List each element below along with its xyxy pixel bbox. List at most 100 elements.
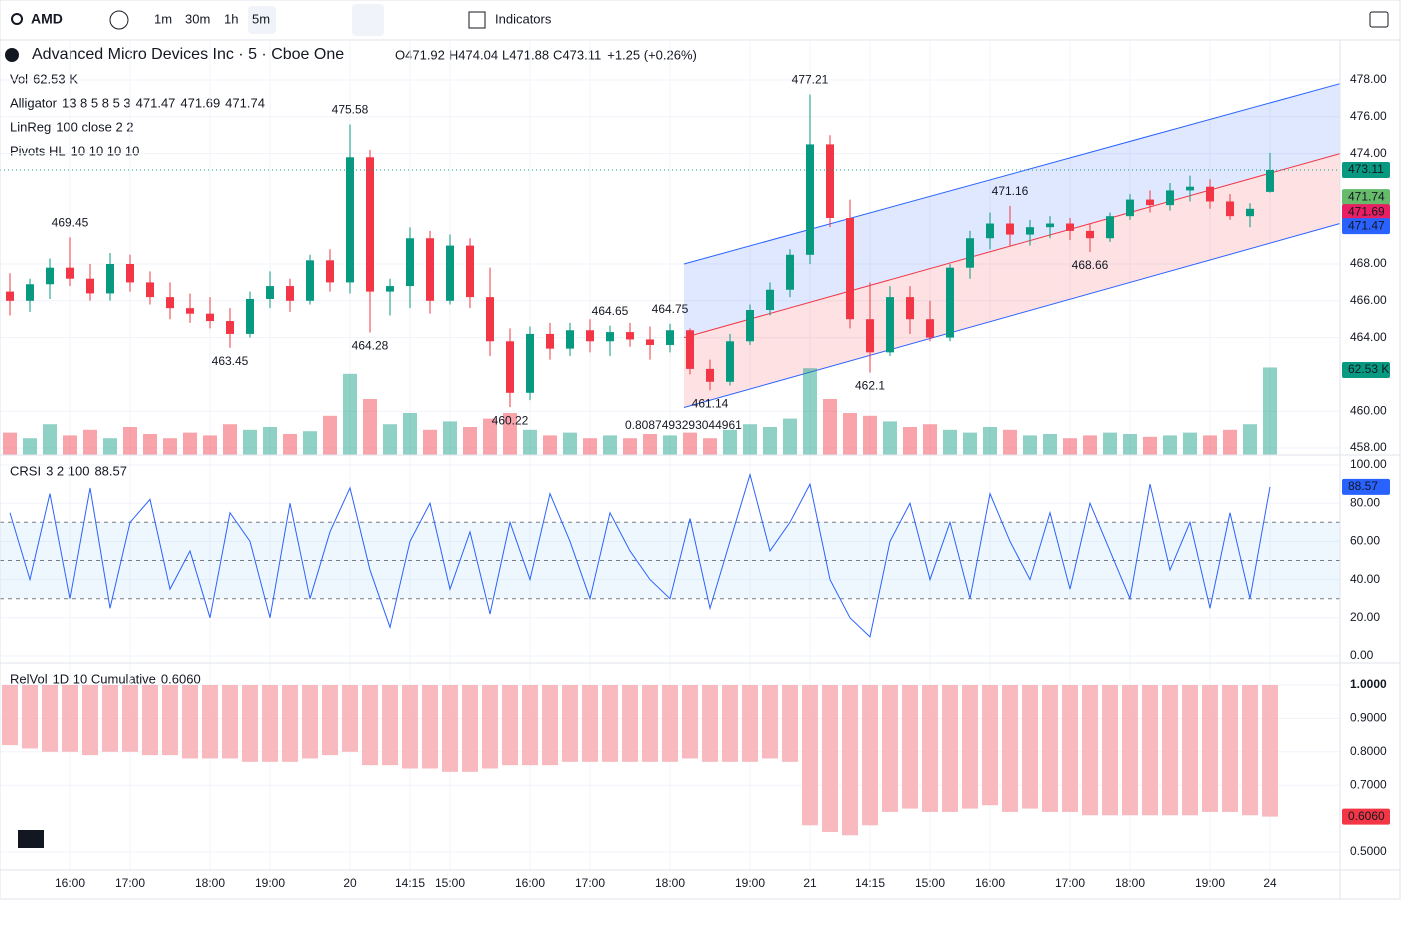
relvol-bar — [482, 685, 498, 769]
x-tick-label: 18:00 — [655, 876, 685, 890]
candle-body — [446, 245, 454, 301]
relvol-bar — [1022, 685, 1038, 809]
volume-bar — [883, 421, 897, 455]
interval[interactable]: 5m — [252, 11, 270, 26]
volume-bar — [103, 438, 117, 455]
x-tick-label: 19:00 — [735, 876, 765, 890]
relvol-bar — [402, 685, 418, 769]
candle-body — [866, 319, 874, 353]
volume-bar — [623, 438, 637, 455]
x-tick-label: 15:00 — [435, 876, 465, 890]
volume-bar — [243, 429, 257, 455]
toolbar — [0, 0, 1420, 40]
crsi-band — [0, 522, 1340, 599]
candle-body — [106, 264, 114, 294]
candle-body — [566, 330, 574, 349]
interval[interactable]: 1h — [224, 11, 238, 26]
relvol-bar — [1202, 685, 1218, 812]
crsi-tick-label: 20.00 — [1350, 610, 1380, 624]
candle-body — [1026, 227, 1034, 235]
volume-bar — [1203, 435, 1217, 455]
candle-body — [846, 218, 854, 320]
relvol-bar — [662, 685, 678, 762]
crsi-tag-bg — [1342, 478, 1390, 495]
relvol-bar — [982, 685, 998, 806]
x-tick-label: 20 — [343, 876, 357, 890]
relvol-bar — [622, 685, 638, 762]
candle-body — [806, 144, 814, 255]
candle-body — [426, 238, 434, 301]
relvol-bar — [522, 685, 538, 766]
volume-bar — [1183, 432, 1197, 455]
relvol-bar — [602, 685, 618, 762]
pivot-label: 464.75 — [652, 302, 689, 316]
interval[interactable]: 30m — [185, 11, 210, 26]
relvol-bar — [942, 685, 958, 812]
chart-title: Advanced Micro Devices Inc · 5 · Cboe On… — [32, 46, 344, 63]
relvol-bar — [922, 685, 938, 812]
legend-text: Alligator — [10, 95, 58, 110]
indicators-button[interactable]: Indicators — [495, 11, 552, 26]
relvol-bar — [682, 685, 698, 759]
crsi-tick-label: 40.00 — [1350, 572, 1380, 586]
candle-body — [66, 267, 74, 279]
candle-body — [286, 286, 294, 301]
volume-bar — [403, 413, 417, 455]
add-symbol[interactable] — [109, 10, 129, 30]
change: +1.25 (+0.26%) — [607, 47, 697, 62]
candle-body — [306, 260, 314, 301]
candle-body — [1006, 223, 1014, 235]
relvol-bar — [1102, 685, 1118, 816]
chart-type-bg[interactable] — [352, 4, 384, 36]
screenshot-icon[interactable] — [1369, 11, 1389, 28]
volume-bar — [1163, 435, 1177, 455]
ohlc-label: C — [553, 47, 562, 62]
candle-body — [246, 298, 254, 334]
candle-body — [46, 267, 54, 285]
legend-text: RelVol — [10, 671, 48, 686]
symbol[interactable]: AMD — [31, 11, 63, 27]
candle-body — [1146, 199, 1154, 206]
volume-bar — [1003, 429, 1017, 455]
interval[interactable]: 1m — [154, 11, 172, 26]
indicators-icon[interactable] — [468, 11, 486, 29]
channel-lower-fill — [684, 153, 1340, 408]
ohlc-value: 474.04 — [458, 47, 498, 62]
volume-bar — [1243, 424, 1257, 455]
volume-bar — [3, 432, 17, 455]
relvol-bar — [802, 685, 818, 826]
candle-body — [346, 157, 354, 283]
candle-body — [1206, 186, 1214, 202]
volume-bar — [283, 434, 297, 455]
x-tick-label: 16:00 — [55, 876, 85, 890]
relvol-tick-label: 0.5000 — [1350, 844, 1387, 858]
crsi-line — [9, 472, 1271, 638]
x-tick-label: 18:00 — [1115, 876, 1145, 890]
x-tick-label: 17:00 — [1055, 876, 1085, 890]
candle-body — [1186, 186, 1194, 191]
candle-body — [946, 267, 954, 338]
pearson: 0.8087493293044961 — [625, 418, 742, 432]
candle-body — [906, 297, 914, 320]
legend-text: 0.6060 — [161, 671, 201, 686]
volume-bar — [1143, 436, 1157, 455]
pivot-label: 475.58 — [332, 103, 369, 117]
y-tick-label: 458.00 — [1350, 440, 1387, 454]
volume-bar — [503, 413, 517, 455]
crsi-tick-label: 60.00 — [1350, 534, 1380, 548]
relvol-bar — [502, 685, 518, 766]
relvol-bar — [142, 685, 158, 756]
relvol-tick-label: 1.0000 — [1350, 677, 1387, 691]
candle-body — [186, 308, 194, 314]
volume-bar — [683, 432, 697, 455]
search-icon[interactable] — [11, 13, 23, 25]
volume-bar — [1123, 434, 1137, 455]
volume-bar — [943, 429, 957, 455]
tv-logo — [18, 830, 44, 848]
candle-body — [326, 260, 334, 283]
relvol-bar — [862, 685, 878, 826]
jaw-tag-bg — [1342, 218, 1390, 235]
channel-middle — [683, 153, 1341, 339]
pivot-label: 468.66 — [1072, 258, 1109, 272]
